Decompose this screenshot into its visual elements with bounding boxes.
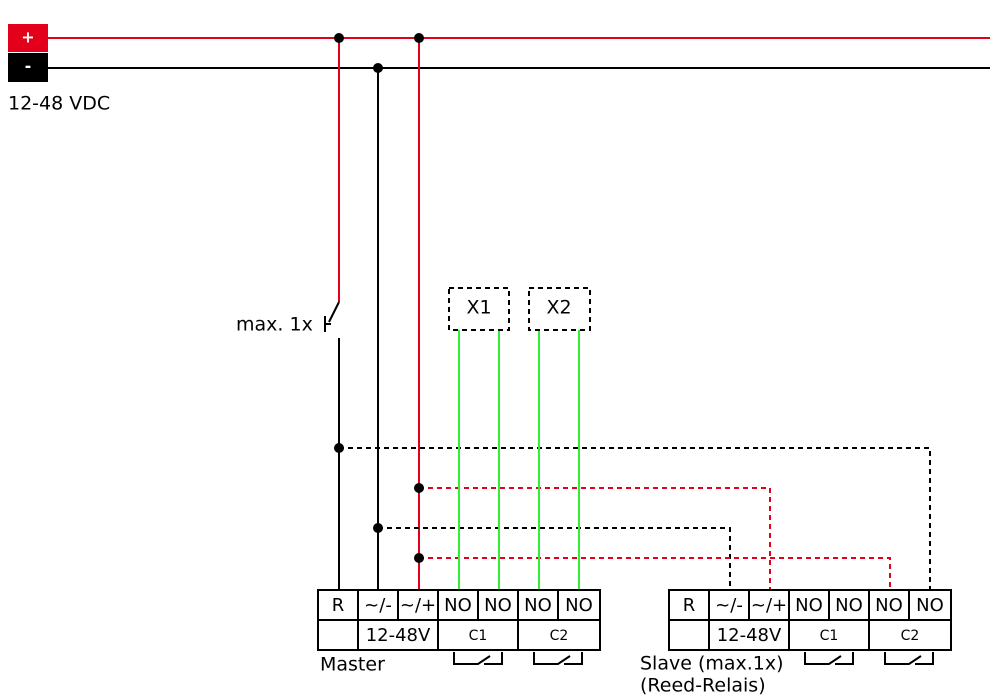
- terminal-cell: [668, 589, 710, 621]
- contact-label: C2: [901, 628, 920, 644]
- terminal-label: NO: [524, 595, 552, 616]
- terminal-cell: [357, 619, 439, 651]
- relay-contact: [533, 652, 583, 665]
- load-box: [528, 287, 591, 331]
- junctions: [334, 33, 424, 563]
- supply-label: 12-48V: [366, 625, 431, 646]
- contact-label: C2: [550, 628, 569, 644]
- terminal-label: R: [683, 595, 696, 616]
- slave-label: Slave (max.1x): [640, 653, 784, 675]
- plus-label: +: [21, 28, 34, 47]
- relay-contact: [804, 652, 854, 665]
- terminal-cell: [868, 589, 910, 621]
- junction: [373, 63, 383, 73]
- terminal-label: NO: [916, 595, 944, 616]
- terminal-cell: [788, 619, 870, 651]
- junction: [373, 523, 383, 533]
- junction: [414, 483, 424, 493]
- supply-label: 12-48V: [717, 625, 782, 646]
- master-label: Master: [320, 654, 385, 676]
- switch-blade: [328, 301, 340, 323]
- minus-terminal: [8, 53, 48, 82]
- junction: [414, 33, 424, 43]
- pushbutton: [324, 316, 331, 332]
- junction: [414, 553, 424, 563]
- contact-label: C1: [469, 628, 488, 644]
- load-box: [448, 287, 510, 331]
- terminal-cell: [557, 589, 601, 621]
- slave-label: (Reed-Relais): [640, 675, 766, 697]
- junction: [334, 443, 344, 453]
- wire: [339, 447, 931, 590]
- supply: + - 12-48 VDC: [8, 24, 990, 115]
- terminal-cell: [317, 619, 359, 651]
- contact-label: C1: [820, 628, 839, 644]
- terminal-label: NO: [795, 595, 823, 616]
- switch-label: max. 1x: [236, 314, 313, 336]
- wire: [378, 527, 731, 590]
- terminal-cell: [517, 619, 601, 651]
- terminal-cell: [868, 619, 952, 651]
- load-label: X2: [546, 297, 571, 319]
- load-label: X1: [466, 297, 491, 319]
- minus-label: -: [25, 57, 32, 76]
- terminal-label: NO: [835, 595, 863, 616]
- relay-contact: [453, 652, 503, 665]
- wire: [419, 487, 771, 590]
- relay-contact: [884, 652, 934, 665]
- junction: [334, 33, 344, 43]
- terminal-cell: [668, 619, 710, 651]
- terminal-cell: [437, 619, 519, 651]
- terminal-label: NO: [444, 595, 472, 616]
- slave-wires: [339, 447, 931, 590]
- wires: [324, 38, 931, 590]
- terminal-label: R: [332, 595, 345, 616]
- terminal-label: NO: [484, 595, 512, 616]
- terminal-label: NO: [565, 595, 593, 616]
- terminal-label: ~/-: [715, 595, 743, 616]
- terminal-label: ~/-: [364, 595, 392, 616]
- terminal-cell: [317, 589, 359, 621]
- voltage-label: 12-48 VDC: [8, 93, 110, 115]
- terminal-cell: [708, 619, 790, 651]
- terminal-cell: [708, 589, 750, 621]
- terminal-label: ~/+: [751, 595, 787, 616]
- terminal-label: ~/+: [400, 595, 436, 616]
- load-wires: [458, 330, 580, 590]
- plus-terminal: [8, 24, 48, 52]
- wire: [419, 557, 891, 590]
- terminal-cell: [748, 589, 790, 621]
- terminal-label: NO: [875, 595, 903, 616]
